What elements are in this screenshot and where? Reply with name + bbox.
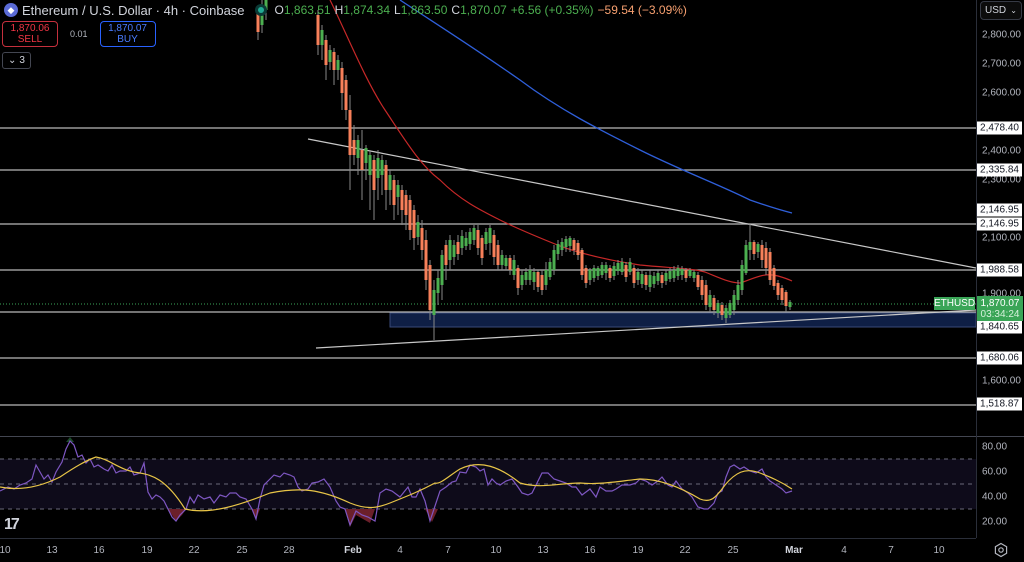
- time-label: 7: [888, 545, 894, 556]
- ascending-trendline: [315, 309, 976, 349]
- level-label: 1,518.87: [977, 397, 1022, 411]
- chevron-down-icon: ⌄: [1010, 6, 1017, 15]
- axis-pane-separator: [977, 436, 1024, 437]
- price-tick: 2,300.00: [982, 174, 1021, 186]
- settings-icon[interactable]: [993, 542, 1009, 558]
- symbol-title[interactable]: Ethereum / U.S. Dollar · 4h · Coinbase: [22, 2, 245, 18]
- low-label: L: [394, 3, 401, 17]
- last-price-label: 1,870.07 03:34:24: [977, 296, 1023, 321]
- time-label: 28: [283, 545, 295, 556]
- time-label: 22: [188, 545, 200, 556]
- time-label-month: Mar: [785, 545, 803, 556]
- chart-legend: ◆ Ethereum / U.S. Dollar · 4h · Coinbase…: [4, 1, 687, 19]
- high-value: 1,874.34: [343, 3, 390, 17]
- price-chart-pane[interactable]: ◆ Ethereum / U.S. Dollar · 4h · Coinbase…: [0, 0, 976, 436]
- sell-price: 1,870.06: [10, 23, 50, 34]
- time-label: 4: [397, 545, 403, 556]
- high-label: H: [334, 3, 344, 17]
- price-tick: 1,600.00: [982, 375, 1021, 387]
- time-label: 19: [141, 545, 153, 556]
- price-chart-canvas[interactable]: [0, 0, 976, 436]
- ethereum-icon[interactable]: ◆: [4, 3, 18, 17]
- level-label: 2,146.95: [977, 217, 1022, 231]
- level-label: 1,988.58: [977, 263, 1022, 277]
- buy-label: BUY: [117, 34, 138, 45]
- time-label: 16: [93, 545, 105, 556]
- open-label: O: [274, 3, 284, 17]
- spread-value: 0.01: [70, 29, 88, 39]
- sell-label: SELL: [17, 34, 43, 45]
- ma-fast-line: [329, 0, 793, 284]
- symbol-price-tag: ETHUSD: [933, 297, 976, 310]
- change-extra-value: −59.54 (−3.09%): [597, 3, 687, 17]
- candlesticks: [256, 0, 792, 340]
- change-value: +6.56 (+0.35%): [510, 3, 594, 17]
- descending-trendline: [307, 138, 976, 269]
- time-label: 7: [445, 545, 451, 556]
- price-tick: 2,700.00: [982, 58, 1021, 70]
- pane-separator[interactable]: [0, 436, 976, 437]
- level-label: 2,335.84: [977, 163, 1022, 177]
- indicators-toggle-button[interactable]: ⌄ 3: [2, 52, 31, 69]
- rsi-tick: 40.00: [982, 491, 1008, 503]
- currency-label: USD: [985, 5, 1007, 16]
- ohlc-values: O1,863.51 H1,874.34 L1,863.50 C1,870.07 …: [275, 3, 687, 17]
- price-tick: 2,100.00: [982, 232, 1021, 244]
- level-label: 2,478.40: [977, 121, 1022, 135]
- level-label: 1,840.65: [977, 320, 1022, 334]
- time-label: 25: [727, 545, 739, 556]
- rsi-line: [0, 439, 793, 527]
- rsi-tick: 20.00: [982, 516, 1008, 528]
- time-label: 10: [0, 545, 11, 556]
- open-value: 1,863.51: [283, 3, 331, 17]
- sell-button[interactable]: 1,870.06 SELL: [2, 21, 58, 47]
- rsi-tick: 80.00: [982, 441, 1008, 453]
- price-tick: 1,900.00: [982, 288, 1021, 300]
- time-label-month: Feb: [344, 545, 362, 556]
- time-label: 10: [933, 545, 945, 556]
- bar-countdown: 03:34:24: [980, 308, 1020, 320]
- rsi-pane[interactable]: 17: [0, 437, 976, 538]
- buy-price: 1,870.07: [108, 23, 147, 34]
- price-axis[interactable]: USD ⌄ 2,800.00 2,700.00 2,600.00 2,400.0…: [976, 0, 1024, 538]
- price-tick: 2,600.00: [982, 87, 1021, 99]
- time-axis[interactable]: 10 13 16 19 22 25 28 Feb 4 7 10 13 16 19…: [0, 538, 976, 562]
- level-label: 2,146.95: [977, 203, 1022, 217]
- time-label: 16: [584, 545, 596, 556]
- close-label: C: [451, 3, 461, 17]
- price-tick: 2,800.00: [982, 29, 1021, 41]
- market-status-icon: [254, 4, 267, 16]
- indicators-count: 3: [19, 55, 25, 66]
- low-value: 1,863.50: [400, 3, 448, 17]
- time-label: 13: [46, 545, 58, 556]
- buy-button[interactable]: 1,870.07 BUY: [99, 21, 156, 47]
- tradingview-logo[interactable]: 17: [4, 516, 20, 533]
- time-label: 19: [632, 545, 644, 556]
- chevron-down-icon: ⌄: [8, 55, 17, 66]
- time-label: 13: [537, 545, 549, 556]
- price-tick: 2,400.00: [982, 145, 1021, 157]
- currency-select[interactable]: USD ⌄: [980, 1, 1022, 20]
- time-label: 25: [236, 545, 248, 556]
- rsi-ma-line: [0, 456, 793, 512]
- ma-slow-line: [399, 0, 793, 214]
- close-value: 1,870.07: [460, 3, 507, 17]
- time-label: 10: [490, 545, 502, 556]
- last-price-value: 1,870.07: [980, 297, 1020, 309]
- level-label: 1,680.06: [977, 351, 1022, 365]
- rsi-tick: 60.00: [982, 466, 1008, 478]
- trade-panel: 1,870.06 SELL 0.01 1,870.07 BUY: [2, 21, 156, 47]
- time-label: 4: [841, 545, 847, 556]
- rsi-canvas[interactable]: [0, 437, 976, 538]
- horizontal-levels: [0, 127, 976, 406]
- time-label: 22: [679, 545, 691, 556]
